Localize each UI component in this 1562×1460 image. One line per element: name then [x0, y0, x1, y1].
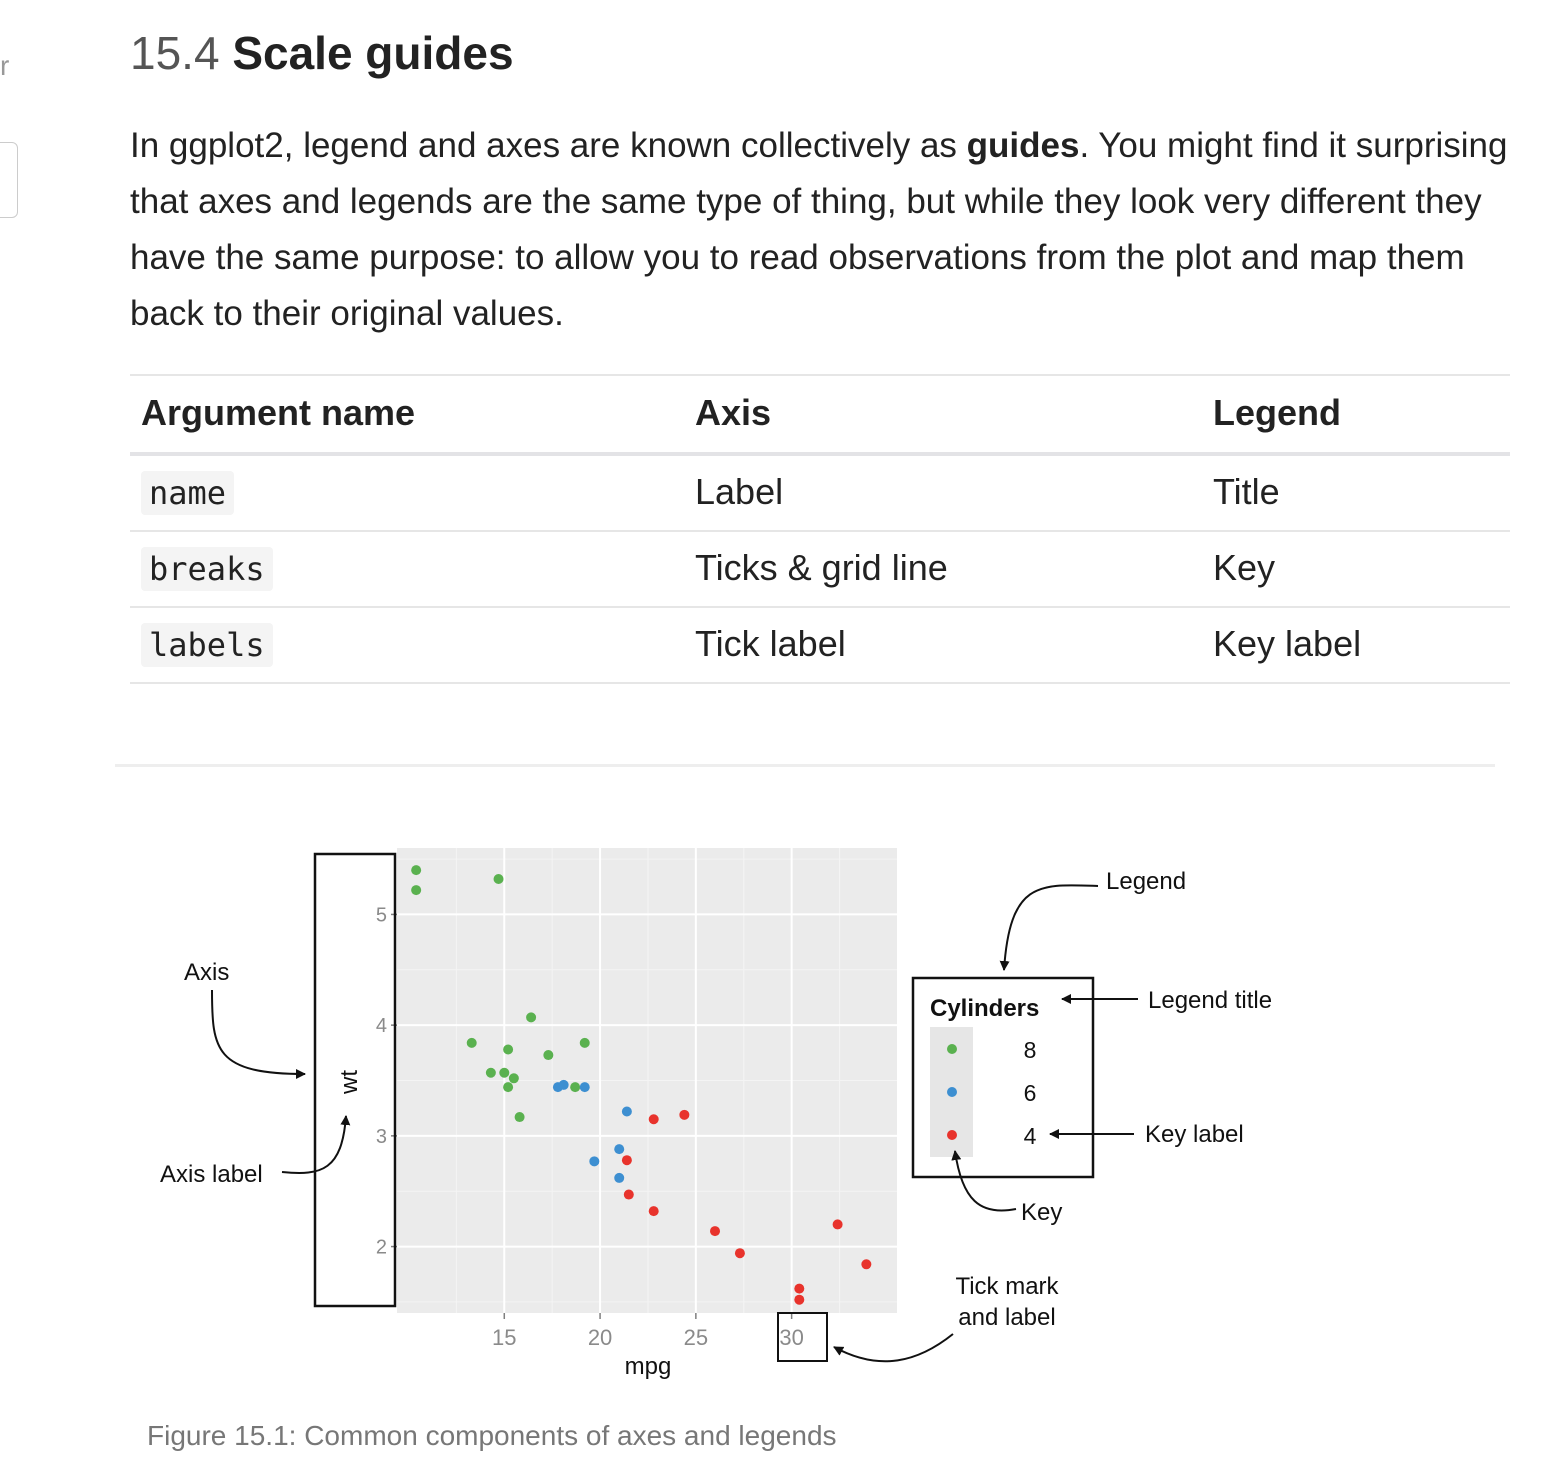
sidebar-stub-text: r [0, 50, 10, 81]
intro-paragraph: In ggplot2, legend and axes are known co… [130, 118, 1520, 342]
data-point-cyl-8 [579, 1037, 590, 1048]
grid-lines [397, 848, 897, 1313]
y-tick-label: 3 [376, 1126, 387, 1148]
arg-cell: name [130, 454, 684, 532]
data-point-cyl-8 [508, 1073, 519, 1084]
x-axis-label: mpg [625, 1353, 672, 1380]
legend-key-label-4: 4 [1024, 1123, 1037, 1149]
data-point-cyl-4 [621, 1155, 632, 1166]
legend-cell: Key [1202, 531, 1510, 608]
tick-highlight-box [777, 1312, 828, 1362]
legend-box [911, 976, 1095, 1179]
section-heading: 15.4 Scale guides [130, 26, 514, 80]
data-point-cyl-6 [558, 1079, 569, 1090]
y-axis-label: wt [336, 1070, 363, 1095]
data-point-cyl-8 [485, 1067, 496, 1078]
legend-key-8 [947, 1044, 957, 1054]
legend-key-label-8: 8 [1024, 1037, 1037, 1063]
arrow-tick-mark [833, 1333, 954, 1363]
figure-caption: Figure 15.1: Common components of axes a… [147, 1420, 837, 1451]
x-tick-label: 30 [779, 1325, 803, 1350]
annotation-tick-mark: Tick mark [955, 1273, 1059, 1300]
data-point-cyl-8 [499, 1067, 510, 1078]
table-row: breaks Ticks & grid line Key [130, 531, 1510, 608]
data-point-cyl-4 [623, 1189, 634, 1200]
data-point-cyl-8 [493, 874, 504, 884]
arg-cell: breaks [130, 531, 684, 608]
y-tick-label: 2 [376, 1237, 387, 1259]
legend-cell: Key label [1202, 607, 1510, 684]
arrow-key [951, 1150, 1017, 1212]
x-tick-label: 25 [684, 1325, 708, 1350]
annotation-legend: Legend [1106, 868, 1186, 895]
data-point-cyl-4 [734, 1248, 745, 1259]
data-point-cyl-4 [794, 1294, 805, 1305]
arg-code: labels [141, 623, 273, 667]
guides-table: Argument name Axis Legend name Label Tit… [130, 374, 1510, 684]
data-point-cyl-4 [832, 1219, 843, 1230]
data-point-cyl-8 [570, 1082, 581, 1093]
data-point-cyl-8 [411, 885, 422, 896]
header-legend: Legend [1202, 374, 1510, 456]
legend-key-label-6: 6 [1024, 1080, 1037, 1106]
section-title: Scale guides [232, 27, 514, 79]
paragraph-bold-term: guides [966, 126, 1080, 165]
axis-cell: Label [684, 454, 1202, 532]
data-point-cyl-4 [648, 1206, 659, 1217]
data-point-cyl-8 [514, 1112, 525, 1123]
legend-key-4 [947, 1130, 957, 1140]
data-point-cyl-8 [503, 1044, 514, 1055]
data-point-cyl-4 [710, 1226, 721, 1237]
data-point-cyl-8 [543, 1050, 554, 1061]
annotation-tick-label: and label [958, 1304, 1055, 1331]
x-tick-label: 15 [492, 1325, 516, 1350]
table-row: name Label Title [130, 454, 1510, 532]
data-point-cyl-6 [614, 1172, 625, 1183]
annotation-legend-title: Legend title [1148, 987, 1272, 1014]
annotation-axis: Axis [184, 959, 229, 986]
table-header-row: Argument name Axis Legend [130, 374, 1510, 456]
data-point-cyl-8 [411, 865, 422, 876]
x-tick-label: 20 [588, 1325, 612, 1350]
header-argument-name: Argument name [130, 374, 684, 456]
section-divider [115, 764, 1495, 767]
data-point-cyl-6 [589, 1156, 600, 1167]
data-point-cyl-8 [466, 1037, 477, 1048]
annotation-key: Key [1021, 1199, 1062, 1226]
axis-cell: Ticks & grid line [684, 531, 1202, 608]
data-point-cyl-8 [503, 1082, 514, 1093]
section-number: 15.4 [130, 27, 220, 79]
arrow-legend [999, 884, 1099, 971]
legend-cell: Title [1202, 454, 1510, 532]
arrow-axis-label [281, 1115, 351, 1174]
axis-cell: Tick label [684, 607, 1202, 684]
paragraph-text-start: In ggplot2, legend and axes are known co… [130, 126, 967, 165]
arg-code: name [141, 471, 235, 515]
arrow-axis [211, 989, 306, 1079]
axis-ticks: 15 20 25 30 2 3 4 5 [376, 904, 804, 1350]
data-point-cyl-4 [794, 1283, 805, 1294]
y-tick-label: 4 [376, 1015, 387, 1037]
header-axis: Axis [684, 374, 1202, 456]
table-row: labels Tick label Key label [130, 607, 1510, 684]
data-point-cyl-4 [648, 1114, 659, 1125]
annotation-axis-label: Axis label [160, 1161, 263, 1188]
data-point-cyl-4 [679, 1109, 690, 1120]
y-tick-label: 5 [376, 904, 387, 926]
data-points [411, 865, 872, 1305]
legend-title: Cylinders [930, 995, 1039, 1022]
data-point-cyl-8 [526, 1012, 537, 1023]
arg-code: breaks [141, 547, 273, 591]
data-point-cyl-6 [579, 1082, 590, 1093]
data-point-cyl-6 [614, 1144, 625, 1155]
data-point-cyl-4 [861, 1259, 872, 1270]
arg-cell: labels [130, 607, 684, 684]
annotation-key-label: Key label [1145, 1121, 1244, 1148]
paragraph-text-end: . You might find it surprising that axes… [130, 126, 1508, 333]
legend-key-6 [947, 1087, 957, 1097]
sidebar-search-box[interactable] [0, 142, 18, 218]
data-point-cyl-6 [621, 1106, 632, 1117]
axis-highlight-box [313, 852, 397, 1308]
